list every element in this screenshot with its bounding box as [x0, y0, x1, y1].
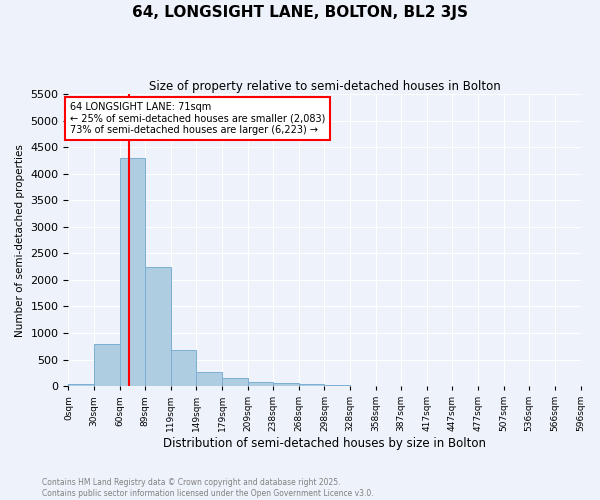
Bar: [325, 385, 350, 386]
Bar: [68, 384, 94, 386]
Bar: [94, 344, 120, 386]
Y-axis label: Number of semi-detached properties: Number of semi-detached properties: [15, 144, 25, 336]
Bar: [222, 378, 248, 386]
Bar: [299, 384, 325, 386]
Bar: [145, 266, 170, 386]
X-axis label: Distribution of semi-detached houses by size in Bolton: Distribution of semi-detached houses by …: [163, 437, 486, 450]
Bar: [170, 350, 196, 386]
Text: Contains HM Land Registry data © Crown copyright and database right 2025.
Contai: Contains HM Land Registry data © Crown c…: [42, 478, 374, 498]
Text: 64, LONGSIGHT LANE, BOLTON, BL2 3JS: 64, LONGSIGHT LANE, BOLTON, BL2 3JS: [132, 5, 468, 20]
Bar: [120, 158, 145, 386]
Bar: [248, 382, 273, 386]
Text: 64 LONGSIGHT LANE: 71sqm
← 25% of semi-detached houses are smaller (2,083)
73% o: 64 LONGSIGHT LANE: 71sqm ← 25% of semi-d…: [70, 102, 325, 136]
Title: Size of property relative to semi-detached houses in Bolton: Size of property relative to semi-detach…: [149, 80, 500, 93]
Bar: [196, 372, 222, 386]
Bar: [273, 383, 299, 386]
